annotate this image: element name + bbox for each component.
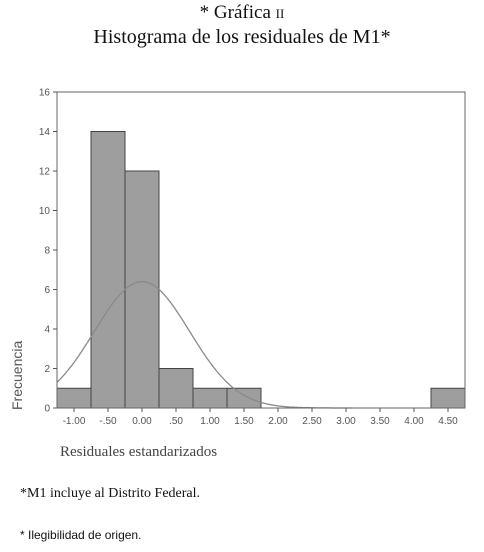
histogram-bar	[226, 387, 262, 409]
caption-number: ii	[275, 2, 285, 23]
chart-title: Histograma de los residuales de M1*	[93, 26, 391, 48]
y-tick-label: 0	[44, 404, 50, 415]
caption-label: * Gráfica	[199, 2, 276, 23]
y-axis: 0 2 4 6 8 10 12 14 16	[39, 88, 57, 415]
x-tick-label: 4.50	[438, 416, 458, 427]
chart-caption: * Gráfica ii	[0, 2, 484, 24]
histogram-bar	[158, 368, 194, 409]
x-tick-label: 0.00	[132, 416, 152, 427]
x-axis: -1.00 -.50 0.00 .50 1.00 1.50 2.00 2.50 3.00 3.50…	[63, 408, 458, 427]
histogram-bar	[56, 387, 92, 409]
y-tick-label: 12	[39, 167, 51, 178]
histogram-bar	[90, 131, 126, 409]
x-tick-label: 4.00	[404, 416, 424, 427]
x-tick-label: 2.50	[302, 416, 322, 427]
histogram-chart: 0 2 4 6 8 10 12 14 16 -1.00 -.50 0.00 .50 1.00 1.50 2.…	[9, 88, 466, 460]
x-axis-title: Residuales estandarizados	[60, 444, 217, 460]
histogram-bar	[124, 170, 160, 409]
x-tick-label: .50	[169, 416, 183, 427]
x-tick-label: 1.00	[200, 416, 220, 427]
footnote-illegibility: * Ilegibilidad de origen.	[20, 528, 142, 542]
y-tick-label: 10	[39, 206, 51, 217]
y-axis-title: Frecuencia	[9, 341, 25, 410]
y-tick-label: 8	[44, 246, 50, 257]
x-tick-label: 3.50	[370, 416, 390, 427]
x-tick-label: 1.50	[234, 416, 254, 427]
y-tick-label: 2	[44, 364, 50, 375]
y-tick-label: 4	[44, 325, 50, 336]
histogram-bar	[430, 387, 466, 409]
footnote-m1: *M1 incluye al Distrito Federal.	[20, 486, 201, 501]
x-tick-label: 2.00	[268, 416, 288, 427]
y-tick-label: 16	[39, 88, 51, 99]
bars-group	[56, 131, 466, 409]
x-tick-label: 3.00	[336, 416, 356, 427]
histogram-bar	[192, 387, 228, 409]
x-tick-label: -1.00	[63, 416, 86, 427]
y-tick-label: 6	[44, 285, 50, 296]
x-tick-label: -.50	[99, 416, 117, 427]
y-tick-label: 14	[39, 127, 51, 138]
